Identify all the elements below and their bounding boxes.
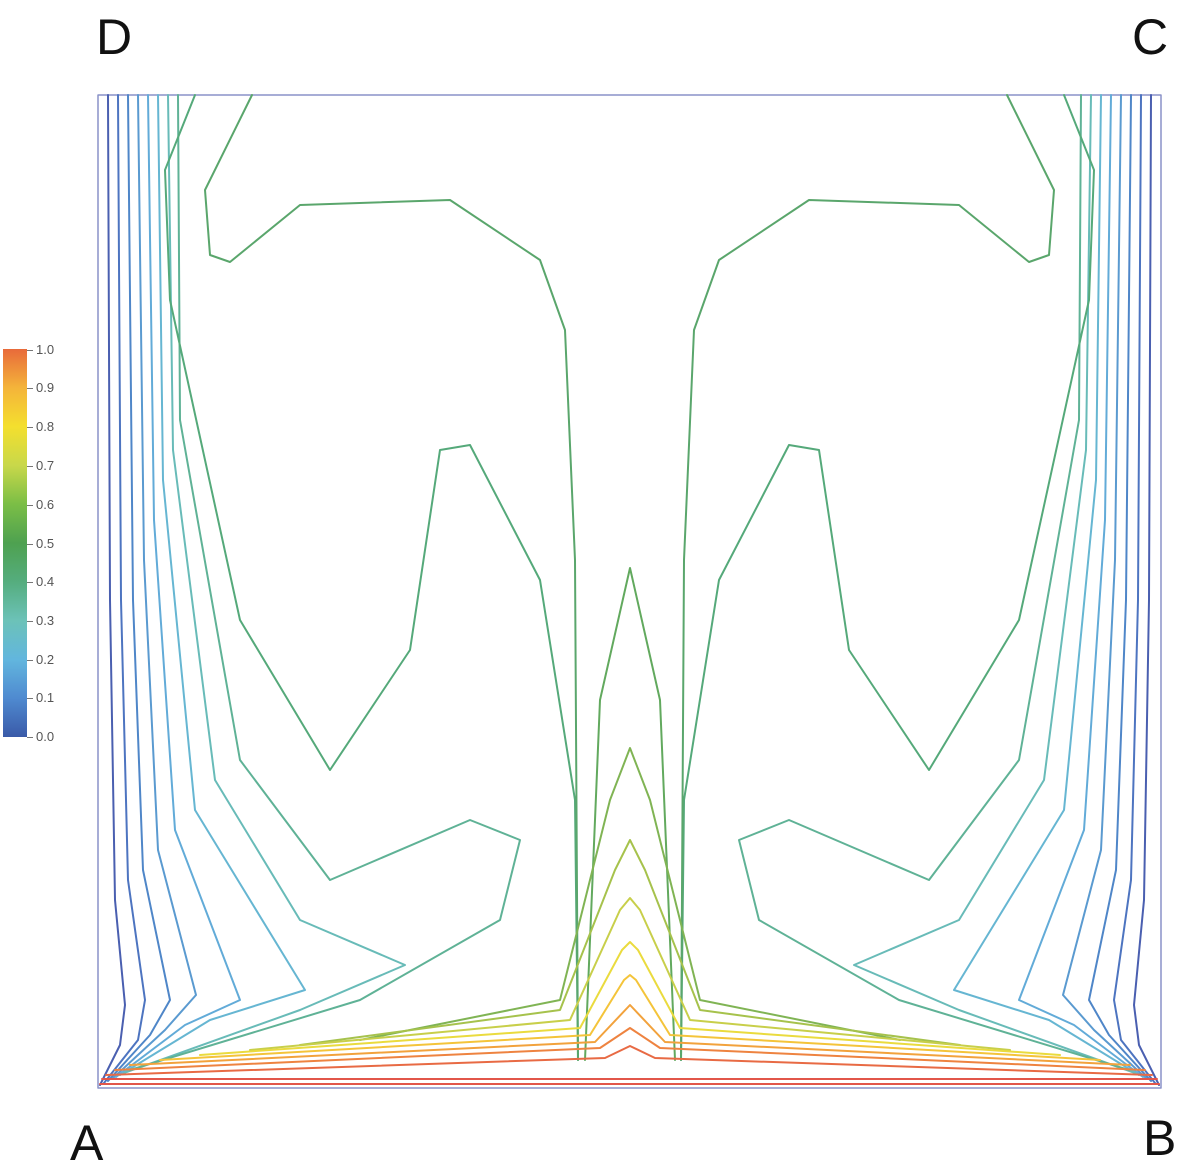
domain-border: [97, 94, 1162, 1089]
contour-line: [1133, 94, 1160, 1086]
contour-line: [99, 94, 126, 1086]
contour-line: [204, 94, 579, 1061]
contour-line: [114, 1027, 1146, 1071]
contour-line: [1062, 94, 1148, 1080]
colorbar-tick: 1.0: [27, 343, 54, 356]
contour-line: [1088, 94, 1152, 1082]
corner-label-d: D: [96, 9, 133, 65]
colorbar-tick: 0.6: [27, 498, 54, 511]
contour-line: [359, 747, 901, 1041]
contour-line: [199, 941, 1061, 1056]
colorbar-tick: 0.8: [27, 420, 54, 433]
contour-line: [680, 94, 1095, 1061]
contour-line: [159, 974, 1101, 1061]
contour-line: [129, 1004, 1131, 1066]
corner-label-a: A: [70, 1115, 104, 1171]
corner-label-b: B: [1143, 1110, 1177, 1166]
contour-line: [123, 94, 406, 1074]
contour-line: [119, 94, 306, 1076]
colorbar-tick: 0.9: [27, 381, 54, 394]
colorbar-tick: 0.0: [27, 730, 54, 743]
contour-line: [953, 94, 1140, 1076]
contour-line: [853, 94, 1136, 1074]
contour-line: [680, 94, 1055, 1061]
contour-line: [164, 94, 579, 1061]
contour-line: [1113, 94, 1156, 1084]
contour-line: [103, 94, 146, 1084]
contour-line: [249, 897, 1011, 1051]
contour-line: [299, 839, 961, 1046]
contour-line: [105, 1045, 1153, 1076]
colorbar-ticks: 1.0 0.9 0.8 0.7 0.6 0.5 0.4 0.3 0.2 0.1 …: [27, 343, 87, 743]
corner-label-c: C: [1132, 9, 1169, 65]
colorbar-tick: 0.4: [27, 575, 54, 588]
contour-line: [129, 94, 521, 1071]
contour-line: [584, 567, 676, 1061]
colorbar-tick: 0.2: [27, 653, 54, 666]
colorbar-tick: 0.1: [27, 691, 54, 704]
colorbar-tick: 0.3: [27, 614, 54, 627]
contour-line: [107, 94, 171, 1082]
contour-line: [1018, 94, 1144, 1078]
contour-line: [738, 94, 1130, 1071]
contour-line: [115, 94, 241, 1078]
colorbar: [3, 349, 27, 737]
colorbar-tick: 0.7: [27, 459, 54, 472]
contour-line: [111, 94, 197, 1080]
colorbar-tick: 0.5: [27, 537, 54, 550]
